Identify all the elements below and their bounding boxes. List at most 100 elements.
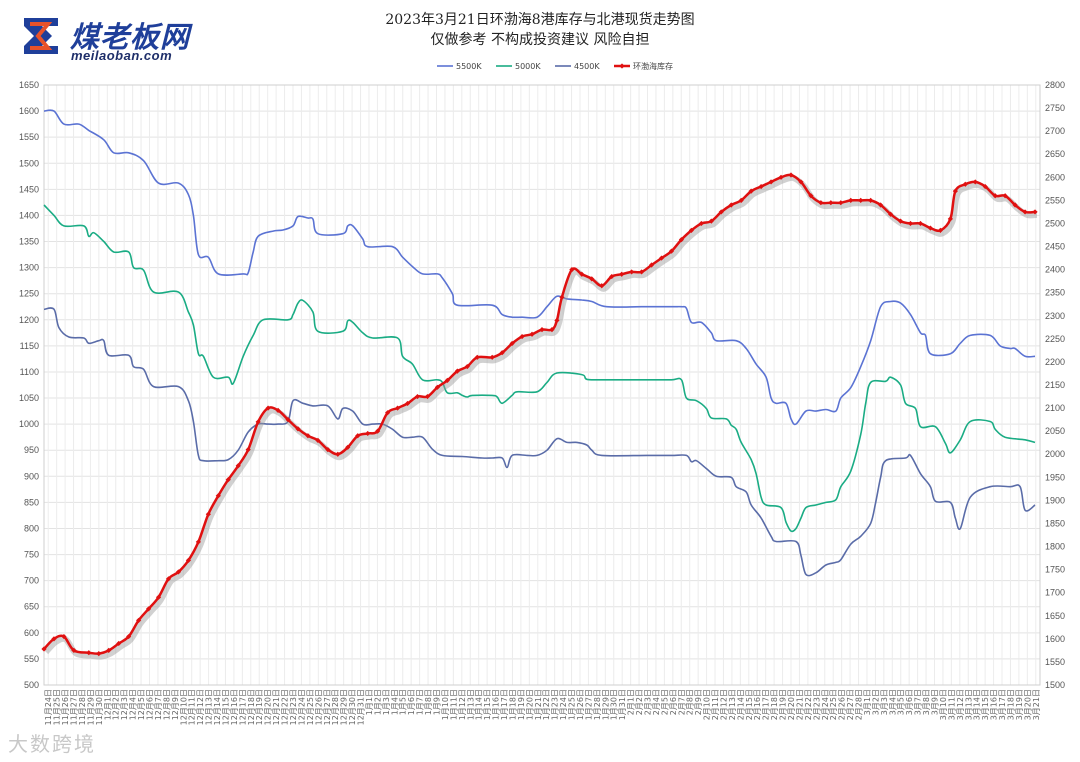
series-marker <box>424 393 431 400</box>
x-axis-tick-label: 3月15日 <box>981 689 990 720</box>
series-marker <box>818 200 824 206</box>
x-axis-tick-label: 2月15日 <box>745 689 754 720</box>
series-line-4500K <box>43 307 1036 577</box>
x-axis-tick-label: 1月29日 <box>601 689 610 720</box>
chart-title: 2023年3月21日环渤海8港库存与北港现货走势图 <box>385 12 695 28</box>
left-axis-tick-label: 850 <box>24 497 39 507</box>
x-axis-tick-label: 1月15日 <box>483 689 492 720</box>
x-axis-tick-label: 1月18日 <box>508 689 517 720</box>
x-axis-tick-label: 12月27日 <box>323 689 332 725</box>
x-axis-tick-label: 12月26日 <box>314 689 323 725</box>
x-axis-tick-label: 3月4日 <box>888 689 897 715</box>
series-marker <box>385 410 391 416</box>
series-marker <box>86 650 92 656</box>
series-marker <box>539 327 545 333</box>
x-axis-tick-label: 12月16日 <box>230 689 239 725</box>
right-axis-tick-label: 2400 <box>1045 265 1065 275</box>
series-marker <box>335 451 341 457</box>
x-axis-tick-label: 1月11日 <box>449 689 458 720</box>
series-marker <box>559 294 565 300</box>
x-axis-tick-label: 3月14日 <box>973 689 982 720</box>
series-marker <box>858 197 864 203</box>
right-axis-tick-label: 2250 <box>1045 334 1065 344</box>
x-axis-tick-label: 3月2日 <box>871 689 880 715</box>
x-axis-tick-label: 2月28日 <box>855 689 864 720</box>
series-line-5000K <box>43 204 1036 533</box>
series-shadow <box>43 174 1038 660</box>
right-axis-tick-label: 2550 <box>1045 195 1065 205</box>
series-marker <box>1002 193 1008 199</box>
x-axis-tick-label: 3月6日 <box>905 689 914 715</box>
right-axis-tick-label: 2300 <box>1045 311 1065 321</box>
x-axis-tick-label: 1月28日 <box>593 689 602 720</box>
x-axis-tick-label: 12月5日 <box>137 689 146 720</box>
series-marker <box>155 594 162 600</box>
x-axis-tick-label: 11月30日 <box>95 689 104 725</box>
x-axis-tick-label: 2月19日 <box>779 689 788 720</box>
x-axis-tick-label: 2月5日 <box>660 689 669 715</box>
series-marker <box>295 426 301 432</box>
x-axis-tick-label: 1月19日 <box>517 689 526 720</box>
series-marker <box>454 368 460 374</box>
x-axis-tick-label: 3月5日 <box>897 689 906 715</box>
x-axis-tick-label: 1月2日 <box>373 689 382 715</box>
x-axis-tick-label: 12月29日 <box>340 689 349 725</box>
left-axis-tick-label: 1100 <box>20 367 39 377</box>
series-marker <box>51 636 57 642</box>
logo-mark-icon <box>24 18 58 54</box>
left-axis-tick-label: 1500 <box>19 158 39 168</box>
x-axis-tick-label: 1月12日 <box>458 689 467 720</box>
series-marker <box>489 354 495 360</box>
series-marker <box>136 617 142 623</box>
x-axis-tick-label: 2月11日 <box>711 689 720 720</box>
x-axis-tick-label: 1月8日 <box>424 689 433 715</box>
series-marker <box>225 477 231 483</box>
x-axis-tick-label: 11月28日 <box>78 689 87 725</box>
right-axis-tick-label: 2350 <box>1045 288 1065 298</box>
right-axis-tick-label: 2650 <box>1045 149 1065 159</box>
right-axis-tick-label: 2050 <box>1045 426 1065 436</box>
series-marker <box>972 179 978 185</box>
series-marker <box>106 647 112 653</box>
left-axis-tick-label: 800 <box>24 523 39 533</box>
x-axis-tick-label: 2月23日 <box>812 689 821 720</box>
right-axis-tick-label: 2500 <box>1045 218 1065 228</box>
x-axis-tick-label: 3月7日 <box>914 689 923 715</box>
series-marker <box>947 216 953 222</box>
series-marker <box>215 493 221 499</box>
x-axis-tick-label: 1月3日 <box>382 689 391 715</box>
x-axis-tick-label: 1月14日 <box>475 689 484 720</box>
x-axis-tick-label: 2月21日 <box>795 689 804 720</box>
x-axis-tick-label: 3月3日 <box>880 689 889 715</box>
series-marker <box>285 417 291 423</box>
series-marker <box>738 197 744 203</box>
x-axis-tick-label: 12月12日 <box>196 689 205 725</box>
x-axis-tick-label: 3月8日 <box>922 689 931 715</box>
series-marker <box>658 255 665 261</box>
series-marker <box>907 220 914 227</box>
x-axis-tick-label: 2月4日 <box>652 689 661 715</box>
left-axis-tick-label: 1400 <box>19 210 39 220</box>
series-marker <box>798 179 804 185</box>
x-axis-tick-label: 1月7日 <box>416 689 425 715</box>
x-axis-tick-label: 1月27日 <box>584 689 593 720</box>
x-axis-tick-label: 3月17日 <box>998 689 1007 720</box>
x-axis-tick-label: 12月15日 <box>221 689 230 725</box>
series-marker <box>962 181 968 187</box>
logo: 煤老板网 meilaoban.com <box>20 14 230 64</box>
series-marker <box>444 377 450 383</box>
x-axis-tick-label: 12月20日 <box>264 689 273 725</box>
x-axis-tick-label: 3月21日 <box>1032 689 1041 720</box>
x-axis-tick-label: 12月31日 <box>357 689 366 725</box>
x-axis-tick-label: 2月13日 <box>728 689 737 720</box>
left-axis-tick-label: 550 <box>24 654 39 664</box>
right-axis-tick-label: 2150 <box>1045 380 1065 390</box>
right-axis-tick-label: 1900 <box>1045 495 1065 505</box>
right-axis-tick-label: 1800 <box>1045 542 1065 552</box>
series-marker <box>828 200 834 206</box>
right-axis-tick-label: 2450 <box>1045 242 1065 252</box>
series-marker <box>474 354 480 360</box>
series-marker <box>305 433 311 439</box>
series-marker <box>579 271 585 277</box>
